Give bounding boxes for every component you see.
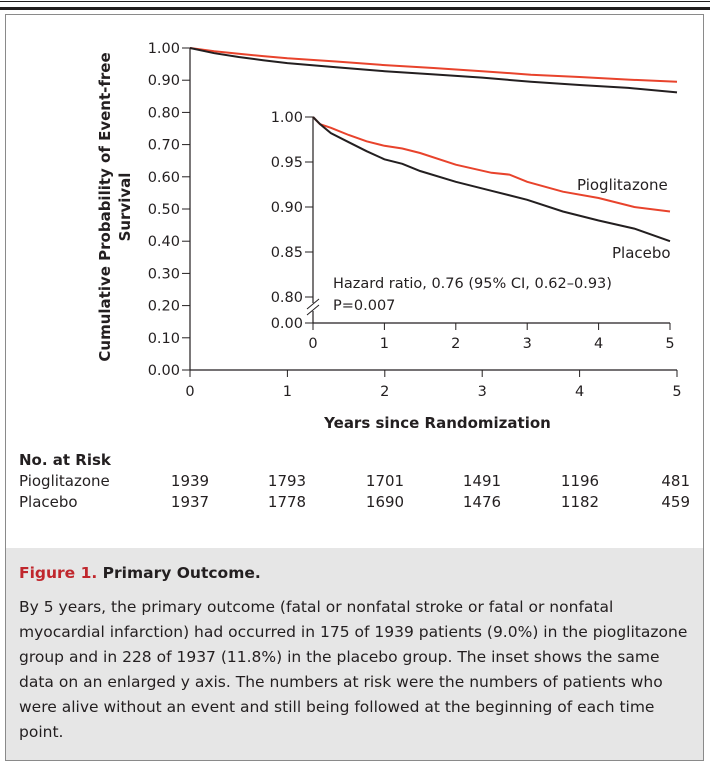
inset-x-tick-label: 1: [380, 336, 389, 352]
main-series-pioglitazone: [189, 47, 678, 83]
main-series-placebo: [189, 47, 678, 94]
main-y-axis-label-line2: Survival: [116, 173, 134, 242]
p-value-annotation: P=0.007: [333, 298, 395, 314]
main-y-tick-label: 0.40: [148, 234, 180, 250]
caption-background: [6, 548, 703, 760]
main-x-axis-label: Years since Randomization: [323, 414, 551, 432]
top-rule: [0, 1, 710, 2]
inset-x-tick-label: 4: [594, 336, 603, 352]
inset-y-tick-label: 0.90: [271, 200, 303, 216]
inset-series-pioglitazone: [312, 116, 671, 213]
inset-x-tick-label: 0: [308, 336, 317, 352]
main-y-tick-label: 0.80: [148, 105, 180, 121]
main-y-tick-label: 0.60: [148, 170, 180, 186]
main-y-tick-label: 0.30: [148, 266, 180, 282]
inset-y-tick-label: 0.95: [271, 155, 303, 171]
inset-axis-break-mark: [306, 304, 320, 316]
main-x-tick-label: 0: [185, 384, 194, 400]
main-y-tick-label: 0.20: [148, 299, 180, 315]
main-y-tick-label: 0.00: [148, 363, 180, 379]
inset-label-pioglitazone: Pioglitazone: [577, 176, 668, 194]
figure-number: Figure 1.: [19, 564, 98, 582]
inset-x-tick-label: 2: [451, 336, 460, 352]
main-y-tick-label: 0.10: [148, 331, 180, 347]
main-y-tick-label: 0.70: [148, 138, 180, 154]
top-rule-thick: [0, 7, 710, 10]
inset-label-placebo: Placebo: [612, 244, 671, 262]
main-y-tick-label: 0.50: [148, 202, 180, 218]
caption-heading: Primary Outcome.: [102, 564, 261, 582]
inset-y-tick-label: 0.85: [271, 245, 303, 261]
inset-x-tick-label: 3: [523, 336, 532, 352]
hazard-ratio-annotation: Hazard ratio, 0.76 (95% CI, 0.62–0.93): [333, 276, 612, 292]
main-y-tick-label: 0.90: [148, 73, 180, 89]
main-x-tick-label: 5: [672, 384, 681, 400]
caption-title: Figure 1. Primary Outcome.: [19, 564, 261, 582]
inset-y-tick-label: 1.00: [271, 110, 303, 126]
main-y-tick-label: 1.00: [148, 41, 180, 57]
main-x-tick-label: 2: [380, 384, 389, 400]
caption-text: By 5 years, the primary outcome (fatal o…: [19, 598, 688, 741]
main-x-tick-label: 4: [575, 384, 584, 400]
inset-x-tick-label: 5: [665, 336, 674, 352]
inset-axis-break-mark: [306, 298, 320, 310]
inset-series-placebo: [312, 116, 671, 243]
main-x-tick-label: 1: [283, 384, 292, 400]
survival-chart: 0.00 0.10 0.20 0.30 0.40 0.50 0.60 0.70 0.80 0.90…: [96, 41, 682, 432]
inset-y-tick-label: 0.80: [271, 290, 303, 306]
main-x-tick-label: 3: [478, 384, 487, 400]
main-y-axis-label-line1: Cumulative Probability of Event-free: [96, 52, 114, 361]
inset-y-tick-label: 0.00: [271, 316, 303, 332]
